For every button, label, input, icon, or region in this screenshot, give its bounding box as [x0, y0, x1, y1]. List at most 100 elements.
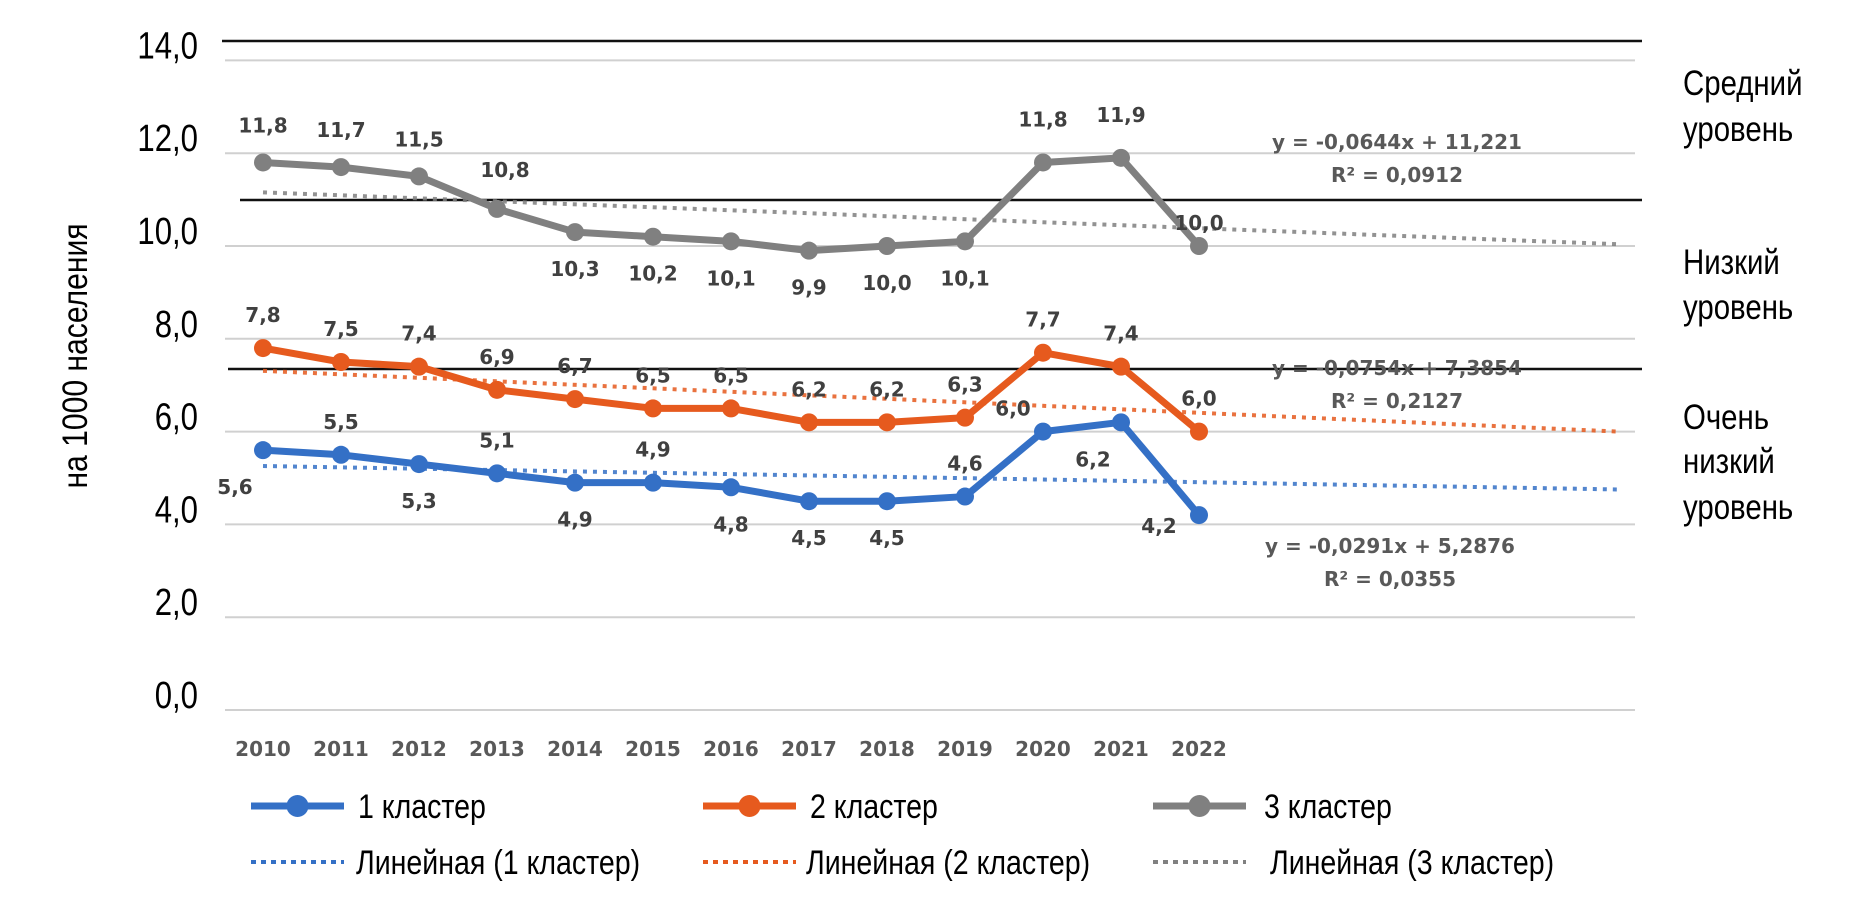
data-label: 9,9 — [791, 276, 826, 300]
x-tick-label: 2016 — [703, 737, 759, 761]
data-point — [644, 399, 662, 418]
x-tick-label: 2015 — [625, 737, 681, 761]
data-point — [800, 241, 818, 260]
data-point — [878, 237, 896, 255]
data-label: 11,7 — [316, 118, 365, 142]
trend-r2: R² = 0,0912 — [1331, 163, 1463, 187]
data-point — [488, 380, 506, 399]
data-point — [410, 167, 428, 186]
y-tick-label: 8,0 — [155, 304, 198, 346]
x-tick-label: 2018 — [859, 737, 915, 761]
data-label: 11,8 — [238, 113, 287, 137]
data-label: 6,2 — [869, 377, 904, 401]
data-point — [800, 413, 818, 432]
data-point — [1112, 357, 1130, 376]
x-axis-ticks: 2010 2011 2012 2013 2014 2015 2016 2017 2018 2019… — [235, 737, 1227, 761]
data-label: 11,8 — [1018, 107, 1067, 131]
data-point — [644, 227, 662, 246]
zone-labels: Средний уровень Низкий уровень Очень низкий ур… — [1683, 64, 1803, 527]
x-tick-label: 2017 — [781, 737, 837, 761]
trend-equation: y = -0,0754x + 7,3854 — [1272, 356, 1522, 380]
zone-label: Средний — [1683, 64, 1803, 103]
data-point — [566, 223, 584, 242]
data-label: 6,3 — [947, 373, 982, 397]
y-axis-title: на 1000 населения — [55, 223, 95, 488]
data-point — [1190, 422, 1208, 441]
data-point — [254, 441, 272, 460]
data-point — [410, 357, 428, 376]
data-label: 6,0 — [1181, 387, 1216, 411]
trendline-3 — [262, 190, 1621, 247]
x-tick-label: 2021 — [1093, 737, 1149, 761]
zone-label: Низкий — [1683, 243, 1780, 282]
data-label: 7,8 — [245, 303, 280, 327]
data-label: 6,0 — [995, 397, 1030, 421]
x-tick-label: 2013 — [469, 737, 525, 761]
data-point — [254, 339, 272, 358]
legend-label: Линейная (1 кластер) — [356, 844, 640, 882]
data-point — [1112, 413, 1130, 432]
data-label: 6,9 — [479, 345, 514, 369]
data-point — [722, 399, 740, 418]
data-label: 10,0 — [1174, 211, 1223, 235]
y-tick-label: 4,0 — [155, 490, 198, 532]
y-axis-ticks: 0,0 2,0 4,0 6,0 8,0 10,0 12,0 14,0 — [137, 26, 198, 717]
data-point — [410, 455, 428, 474]
data-point — [644, 473, 662, 492]
data-point — [332, 353, 350, 371]
legend-label: 1 кластер — [358, 788, 486, 826]
data-label: 10,2 — [628, 262, 677, 286]
trend-equations: y = -0,0291x + 5,2876 R² = 0,0355 y = -0,0… — [1265, 130, 1522, 591]
legend-label: 3 кластер — [1264, 788, 1392, 826]
data-point — [1190, 237, 1208, 255]
data-point — [1034, 422, 1052, 441]
legend-label: Линейная (2 кластер) — [806, 844, 1090, 882]
data-label: 6,2 — [791, 377, 826, 401]
data-label: 5,1 — [479, 428, 514, 452]
y-tick-label: 14,0 — [137, 26, 198, 68]
data-label: 6,7 — [557, 354, 592, 378]
y-tick-label: 6,0 — [155, 397, 198, 439]
y-tick-label: 0,0 — [155, 675, 198, 717]
legend-marker-swatch — [1188, 795, 1211, 817]
x-tick-label: 2020 — [1015, 737, 1071, 761]
trend-r2: R² = 0,2127 — [1331, 389, 1463, 413]
data-label: 10,8 — [480, 158, 529, 182]
data-point — [956, 487, 974, 506]
trendline-1 — [262, 464, 1621, 492]
zone-label: Очень — [1683, 398, 1769, 437]
zone-label: низкий — [1683, 442, 1775, 481]
data-label: 7,5 — [323, 317, 358, 341]
data-label: 5,5 — [323, 410, 358, 434]
data-label: 7,7 — [1025, 308, 1060, 332]
data-point — [1190, 506, 1208, 525]
data-point — [488, 464, 506, 483]
legend-label: Линейная (3 кластер) — [1270, 844, 1554, 882]
gridlines — [225, 59, 1635, 711]
data-label: 4,8 — [713, 512, 748, 536]
legend-label: 2 кластер — [810, 788, 938, 826]
x-tick-label: 2011 — [313, 737, 369, 761]
data-label: 4,2 — [1141, 514, 1176, 538]
series-lines — [254, 148, 1208, 525]
data-label: 6,5 — [713, 363, 748, 387]
data-point — [1112, 148, 1130, 167]
data-label: 4,9 — [635, 438, 670, 462]
zone-label: уровень — [1683, 110, 1793, 149]
trend-r2: R² = 0,0355 — [1324, 567, 1456, 591]
data-label: 7,4 — [401, 322, 436, 346]
data-point — [566, 473, 584, 492]
data-label: 11,9 — [1096, 103, 1145, 127]
data-label: 4,9 — [557, 508, 592, 532]
data-label: 10,1 — [706, 266, 755, 290]
data-label: 6,5 — [635, 363, 670, 387]
data-point — [254, 153, 272, 172]
data-label: 5,3 — [401, 489, 436, 513]
x-tick-label: 2022 — [1171, 737, 1227, 761]
legend-marker-swatch — [286, 795, 309, 817]
data-label: 10,3 — [550, 257, 599, 281]
data-label: 4,5 — [791, 526, 826, 550]
data-point — [1034, 343, 1052, 362]
zone-label: уровень — [1683, 288, 1793, 327]
data-label: 10,1 — [940, 266, 989, 290]
